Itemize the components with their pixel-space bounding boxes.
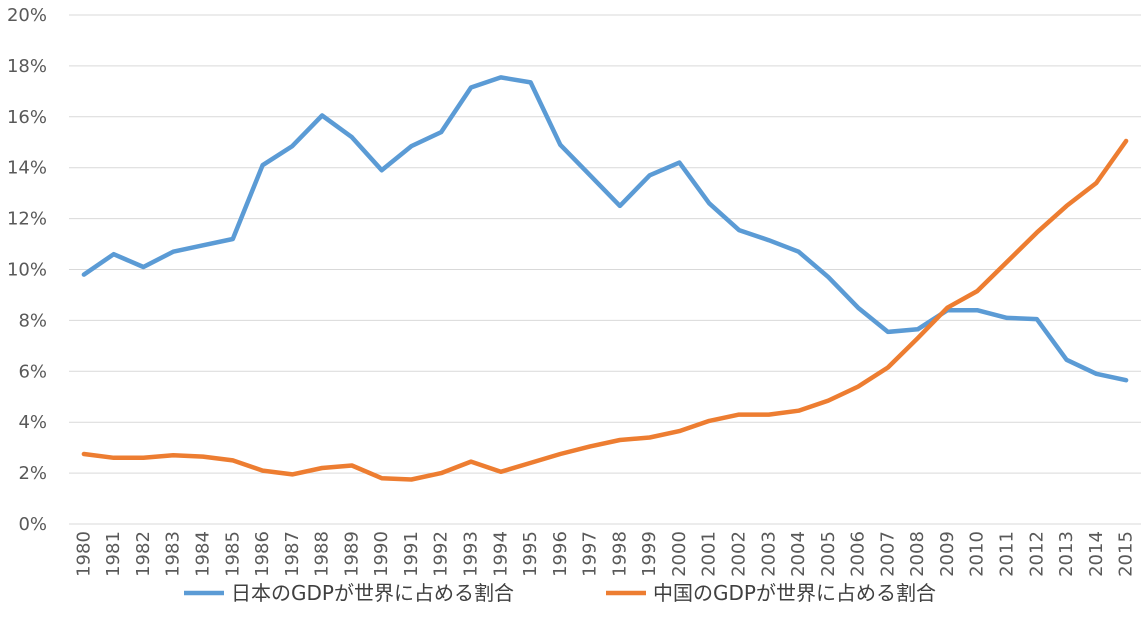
x-tick-label: 2002 bbox=[729, 531, 750, 577]
x-tick-label: 1985 bbox=[222, 531, 243, 577]
x-tick-label: 1998 bbox=[609, 531, 630, 577]
x-tick-label: 1980 bbox=[73, 531, 94, 577]
x-tick-label: 1990 bbox=[371, 531, 392, 577]
series-line-china bbox=[81, 138, 1129, 482]
x-tick-label: 1986 bbox=[252, 531, 273, 577]
x-tick-label: 1999 bbox=[639, 531, 660, 577]
gridlines bbox=[69, 14, 1141, 525]
x-tick-label: 2005 bbox=[818, 531, 839, 577]
x-tick-label: 1992 bbox=[431, 531, 452, 577]
x-tick-label: 2003 bbox=[758, 531, 779, 577]
y-tick-label: 18% bbox=[7, 56, 47, 77]
y-tick-label: 4% bbox=[18, 412, 47, 433]
legend: 日本のGDPが世界に占める割合 中国のGDPが世界に占める割合 bbox=[184, 581, 936, 605]
x-tick-label: 1991 bbox=[401, 531, 422, 577]
x-tick-label: 1994 bbox=[490, 531, 511, 577]
x-tick-label: 1982 bbox=[133, 531, 154, 577]
y-tick-label: 16% bbox=[7, 107, 47, 128]
x-tick-label: 1997 bbox=[580, 531, 601, 577]
x-tick-label: 2011 bbox=[997, 531, 1018, 577]
x-tick-label: 1983 bbox=[163, 531, 184, 577]
y-tick-label: 10% bbox=[7, 260, 47, 281]
x-tick-label: 2008 bbox=[907, 531, 928, 577]
y-tick-label: 0% bbox=[18, 514, 47, 535]
x-tick-label: 1993 bbox=[461, 531, 482, 577]
x-tick-label: 1988 bbox=[312, 531, 333, 577]
x-tick-label: 2006 bbox=[848, 531, 869, 577]
y-tick-label: 6% bbox=[18, 361, 47, 382]
x-tick-label: 2009 bbox=[937, 531, 958, 577]
x-axis-ticks: 1980 1981 1982 1983 1984 1985 1986 1987 1988 1989… bbox=[73, 531, 1136, 577]
y-tick-label: 20% bbox=[7, 5, 47, 26]
x-tick-label: 2000 bbox=[669, 531, 690, 577]
x-tick-label: 2010 bbox=[967, 531, 988, 577]
y-tick-label: 14% bbox=[7, 158, 47, 179]
x-tick-label: 1995 bbox=[520, 531, 541, 577]
x-tick-label: 1989 bbox=[341, 531, 362, 577]
x-tick-label: 1987 bbox=[282, 531, 303, 577]
x-tick-label: 1996 bbox=[550, 531, 571, 577]
x-tick-label: 1981 bbox=[103, 531, 124, 577]
x-tick-label: 2014 bbox=[1086, 531, 1107, 577]
y-tick-label: 8% bbox=[18, 310, 47, 331]
y-tick-label: 12% bbox=[7, 209, 47, 230]
x-tick-label: 2004 bbox=[788, 531, 809, 577]
x-tick-label: 2013 bbox=[1056, 531, 1077, 577]
series-lines bbox=[81, 75, 1129, 482]
x-tick-label: 2001 bbox=[699, 531, 720, 577]
x-tick-label: 1984 bbox=[193, 531, 214, 577]
legend-label-china: 中国のGDPが世界に占める割合 bbox=[653, 581, 936, 605]
x-tick-label: 2015 bbox=[1116, 531, 1137, 577]
y-axis-ticks: 0% 2% 4% 6% 8% 10% 12% 14% 16% 18% 20% bbox=[7, 5, 47, 535]
series-line-japan bbox=[81, 75, 1129, 383]
legend-label-japan: 日本のGDPが世界に占める割合 bbox=[231, 581, 514, 605]
x-tick-label: 2007 bbox=[877, 531, 898, 577]
y-tick-label: 2% bbox=[18, 463, 47, 484]
x-tick-label: 2012 bbox=[1026, 531, 1047, 577]
